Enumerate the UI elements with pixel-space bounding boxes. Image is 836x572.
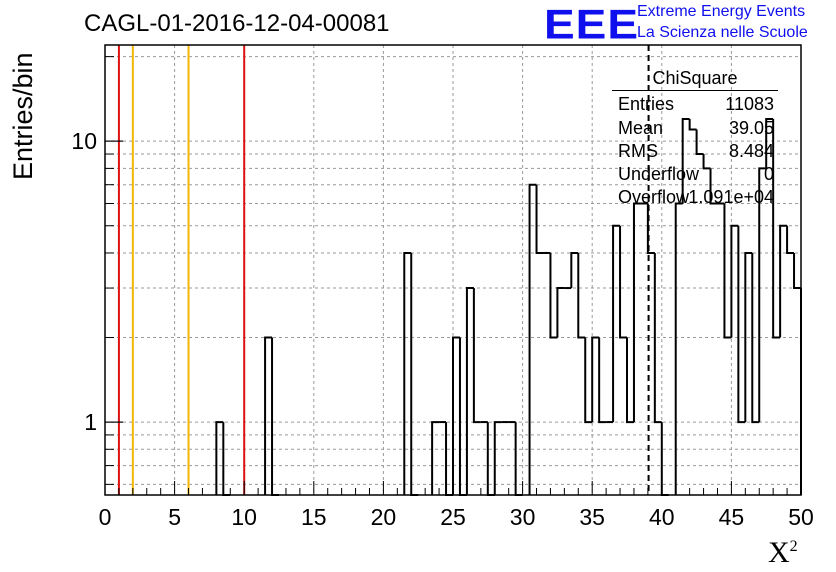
histogram-bin [674, 202, 683, 495]
x-tick-label: 40 [649, 504, 675, 530]
stats-row-entries: Entries 11083 [618, 94, 774, 114]
histogram-bin [535, 184, 544, 254]
x-tick-label: 0 [99, 504, 112, 530]
histogram-bin [793, 252, 801, 290]
stats-divider [612, 90, 778, 91]
histogram-bin [598, 337, 607, 424]
histogram-step [458, 337, 467, 496]
x-tick-label: 50 [788, 504, 814, 530]
histogram-bin [786, 225, 795, 254]
histogram-bin [772, 118, 781, 339]
histogram-bin [758, 167, 767, 423]
x-tick-label: 5 [168, 504, 181, 530]
x-tick-label: 10 [231, 504, 257, 530]
histogram-bin [688, 118, 697, 131]
histogram-bin [431, 421, 440, 495]
histogram-bin [730, 224, 739, 338]
histogram-step [271, 337, 279, 496]
histogram-bin [723, 203, 732, 339]
histogram-bin [779, 224, 788, 338]
histogram-bin [709, 168, 718, 205]
stats-box: ChiSquare Entries 11083 Mean 39.05 RMS 8… [612, 66, 778, 207]
histogram-step [410, 252, 419, 496]
histogram-bin [264, 336, 273, 495]
eee-logo: EEE [544, 0, 640, 48]
stats-row-rms: RMS 8.484 [618, 141, 774, 161]
histogram-bin [681, 117, 690, 204]
x-tick-label: 15 [301, 504, 327, 530]
histogram-bin [653, 252, 662, 424]
stats-row-underflow: Underflow 0 [618, 164, 774, 184]
x-tick-label: 25 [440, 504, 466, 530]
histogram-bin [472, 288, 481, 424]
stats-row-mean: Mean 39.05 [618, 118, 774, 138]
histogram-bin [591, 336, 600, 423]
y-tick-label: 1 [84, 409, 97, 435]
histogram-bin [584, 337, 593, 424]
x-tick-label: 20 [371, 504, 397, 530]
histogram-bin [215, 421, 224, 495]
histogram-bin [403, 251, 412, 495]
histogram-bin [549, 252, 558, 339]
histogram-bin [695, 129, 704, 156]
histogram-bin [612, 224, 621, 423]
histogram-bin [632, 202, 641, 423]
x-tick-label: 30 [510, 504, 536, 530]
y-tick-label: 10 [71, 128, 97, 154]
histogram-bin [452, 336, 460, 495]
x-axis-label: X2 [768, 536, 798, 569]
histogram-bin [626, 337, 634, 424]
histogram-bin [751, 252, 760, 424]
histogram-bin [737, 225, 746, 424]
y-axis-label: Entries/bin [8, 52, 38, 180]
stats-title: ChiSquare [652, 68, 738, 88]
histogram-bin [702, 154, 711, 170]
histogram-bin [765, 117, 774, 169]
histogram-bin [570, 251, 579, 289]
x-tick-label: 35 [579, 504, 605, 530]
histogram-bin [493, 421, 502, 495]
histogram-bin [556, 287, 565, 338]
histogram-bin [646, 203, 655, 254]
stats-row-overflow: Overflow 1.091e+04 [618, 187, 774, 207]
chart-title: CAGL-01-2016-12-04-00081 [84, 10, 390, 37]
histogram-bin [577, 252, 586, 339]
histogram-bin [619, 225, 627, 339]
logo-line-1: Extreme Energy Events [637, 3, 806, 20]
histogram-bin [744, 251, 753, 423]
histogram-bin [528, 183, 537, 495]
histogram-bin [465, 287, 474, 495]
x-tick-label: 45 [719, 504, 745, 530]
logo-line-2: La Scienza nelle Scuole [637, 24, 808, 41]
